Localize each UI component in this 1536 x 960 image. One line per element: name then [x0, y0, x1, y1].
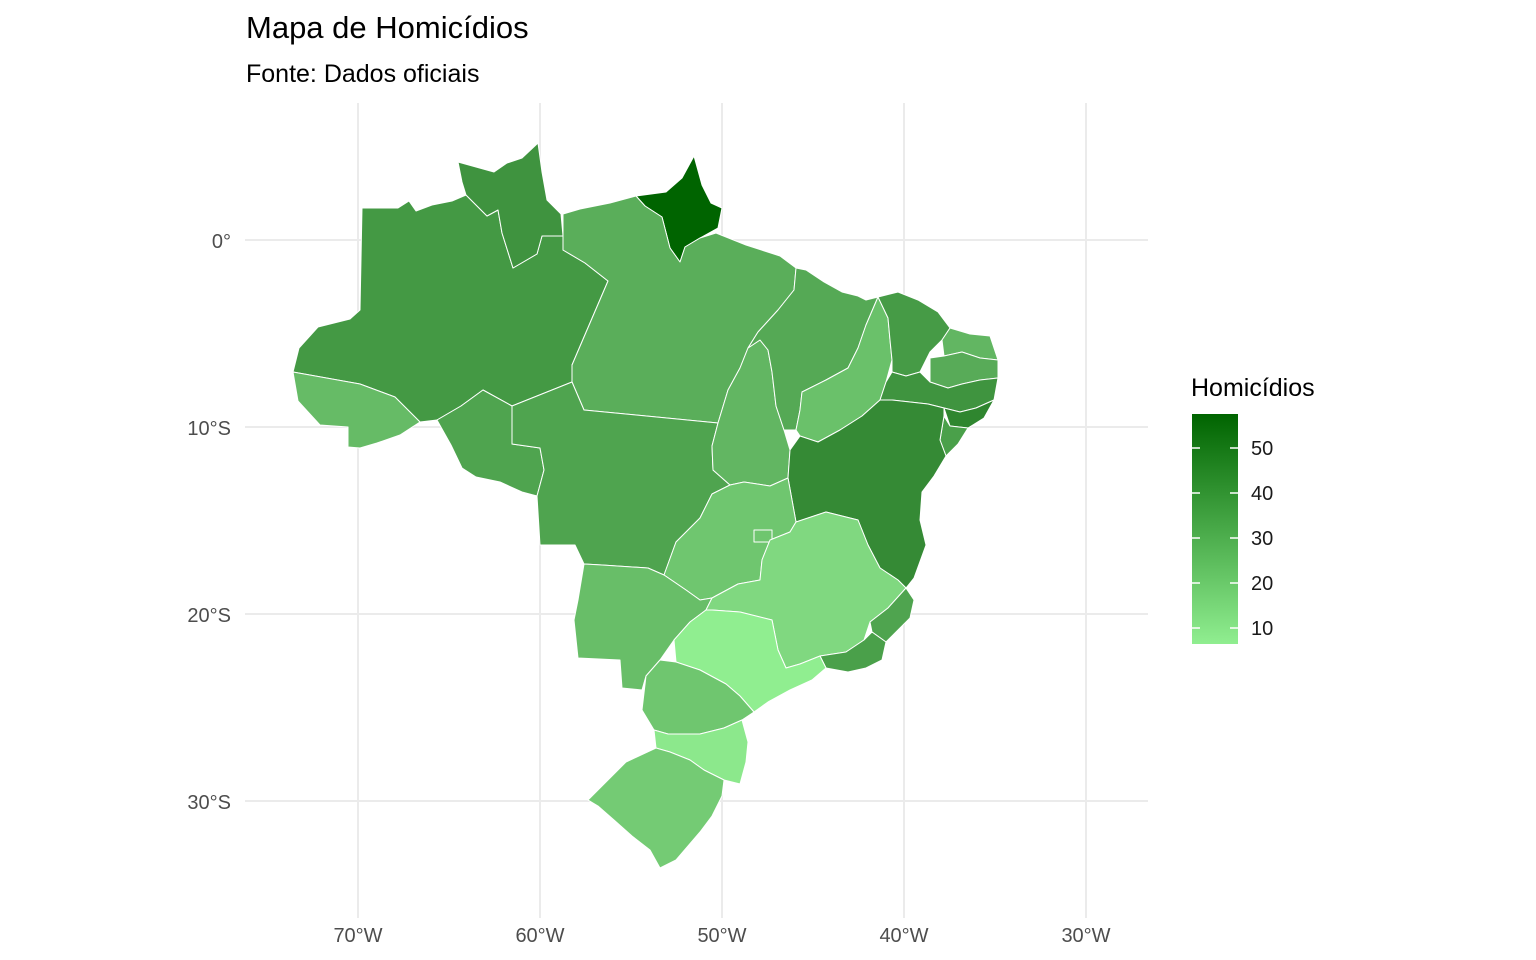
x-axis-labels: 70°W 60°W 50°W 40°W 30°W — [333, 925, 1110, 947]
legend: Homicídios 50 40 30 20 10 — [1191, 374, 1315, 644]
x-tick-60w: 60°W — [515, 925, 564, 947]
legend-label-40: 40 — [1251, 483, 1273, 505]
legend-colorbar — [1192, 414, 1238, 644]
state-CE — [877, 291, 951, 377]
legend-label-50: 50 — [1251, 438, 1273, 460]
y-tick-10s: 10°S — [187, 418, 231, 440]
map-title: Mapa de Homicídios — [246, 10, 529, 45]
map-subtitle: Fonte: Dados oficiais — [246, 60, 480, 88]
legend-label-30: 30 — [1251, 528, 1273, 550]
legend-label-20: 20 — [1251, 573, 1273, 595]
state-DF — [753, 529, 773, 543]
state-RS — [587, 747, 725, 869]
x-tick-70w: 70°W — [333, 925, 382, 947]
y-tick-30s: 30°S — [187, 792, 231, 814]
state-RR — [457, 142, 564, 269]
y-tick-20s: 20°S — [187, 605, 231, 627]
y-axis-labels: 0° 10°S 20°S 30°S — [187, 231, 231, 814]
y-tick-0: 0° — [212, 231, 231, 253]
state-AC — [292, 371, 421, 449]
legend-ticks — [1192, 447, 1238, 629]
x-tick-30w: 30°W — [1061, 925, 1110, 947]
x-tick-50w: 50°W — [697, 925, 746, 947]
legend-label-10: 10 — [1251, 618, 1273, 640]
legend-title: Homicídios — [1191, 374, 1315, 402]
x-tick-40w: 40°W — [879, 925, 928, 947]
